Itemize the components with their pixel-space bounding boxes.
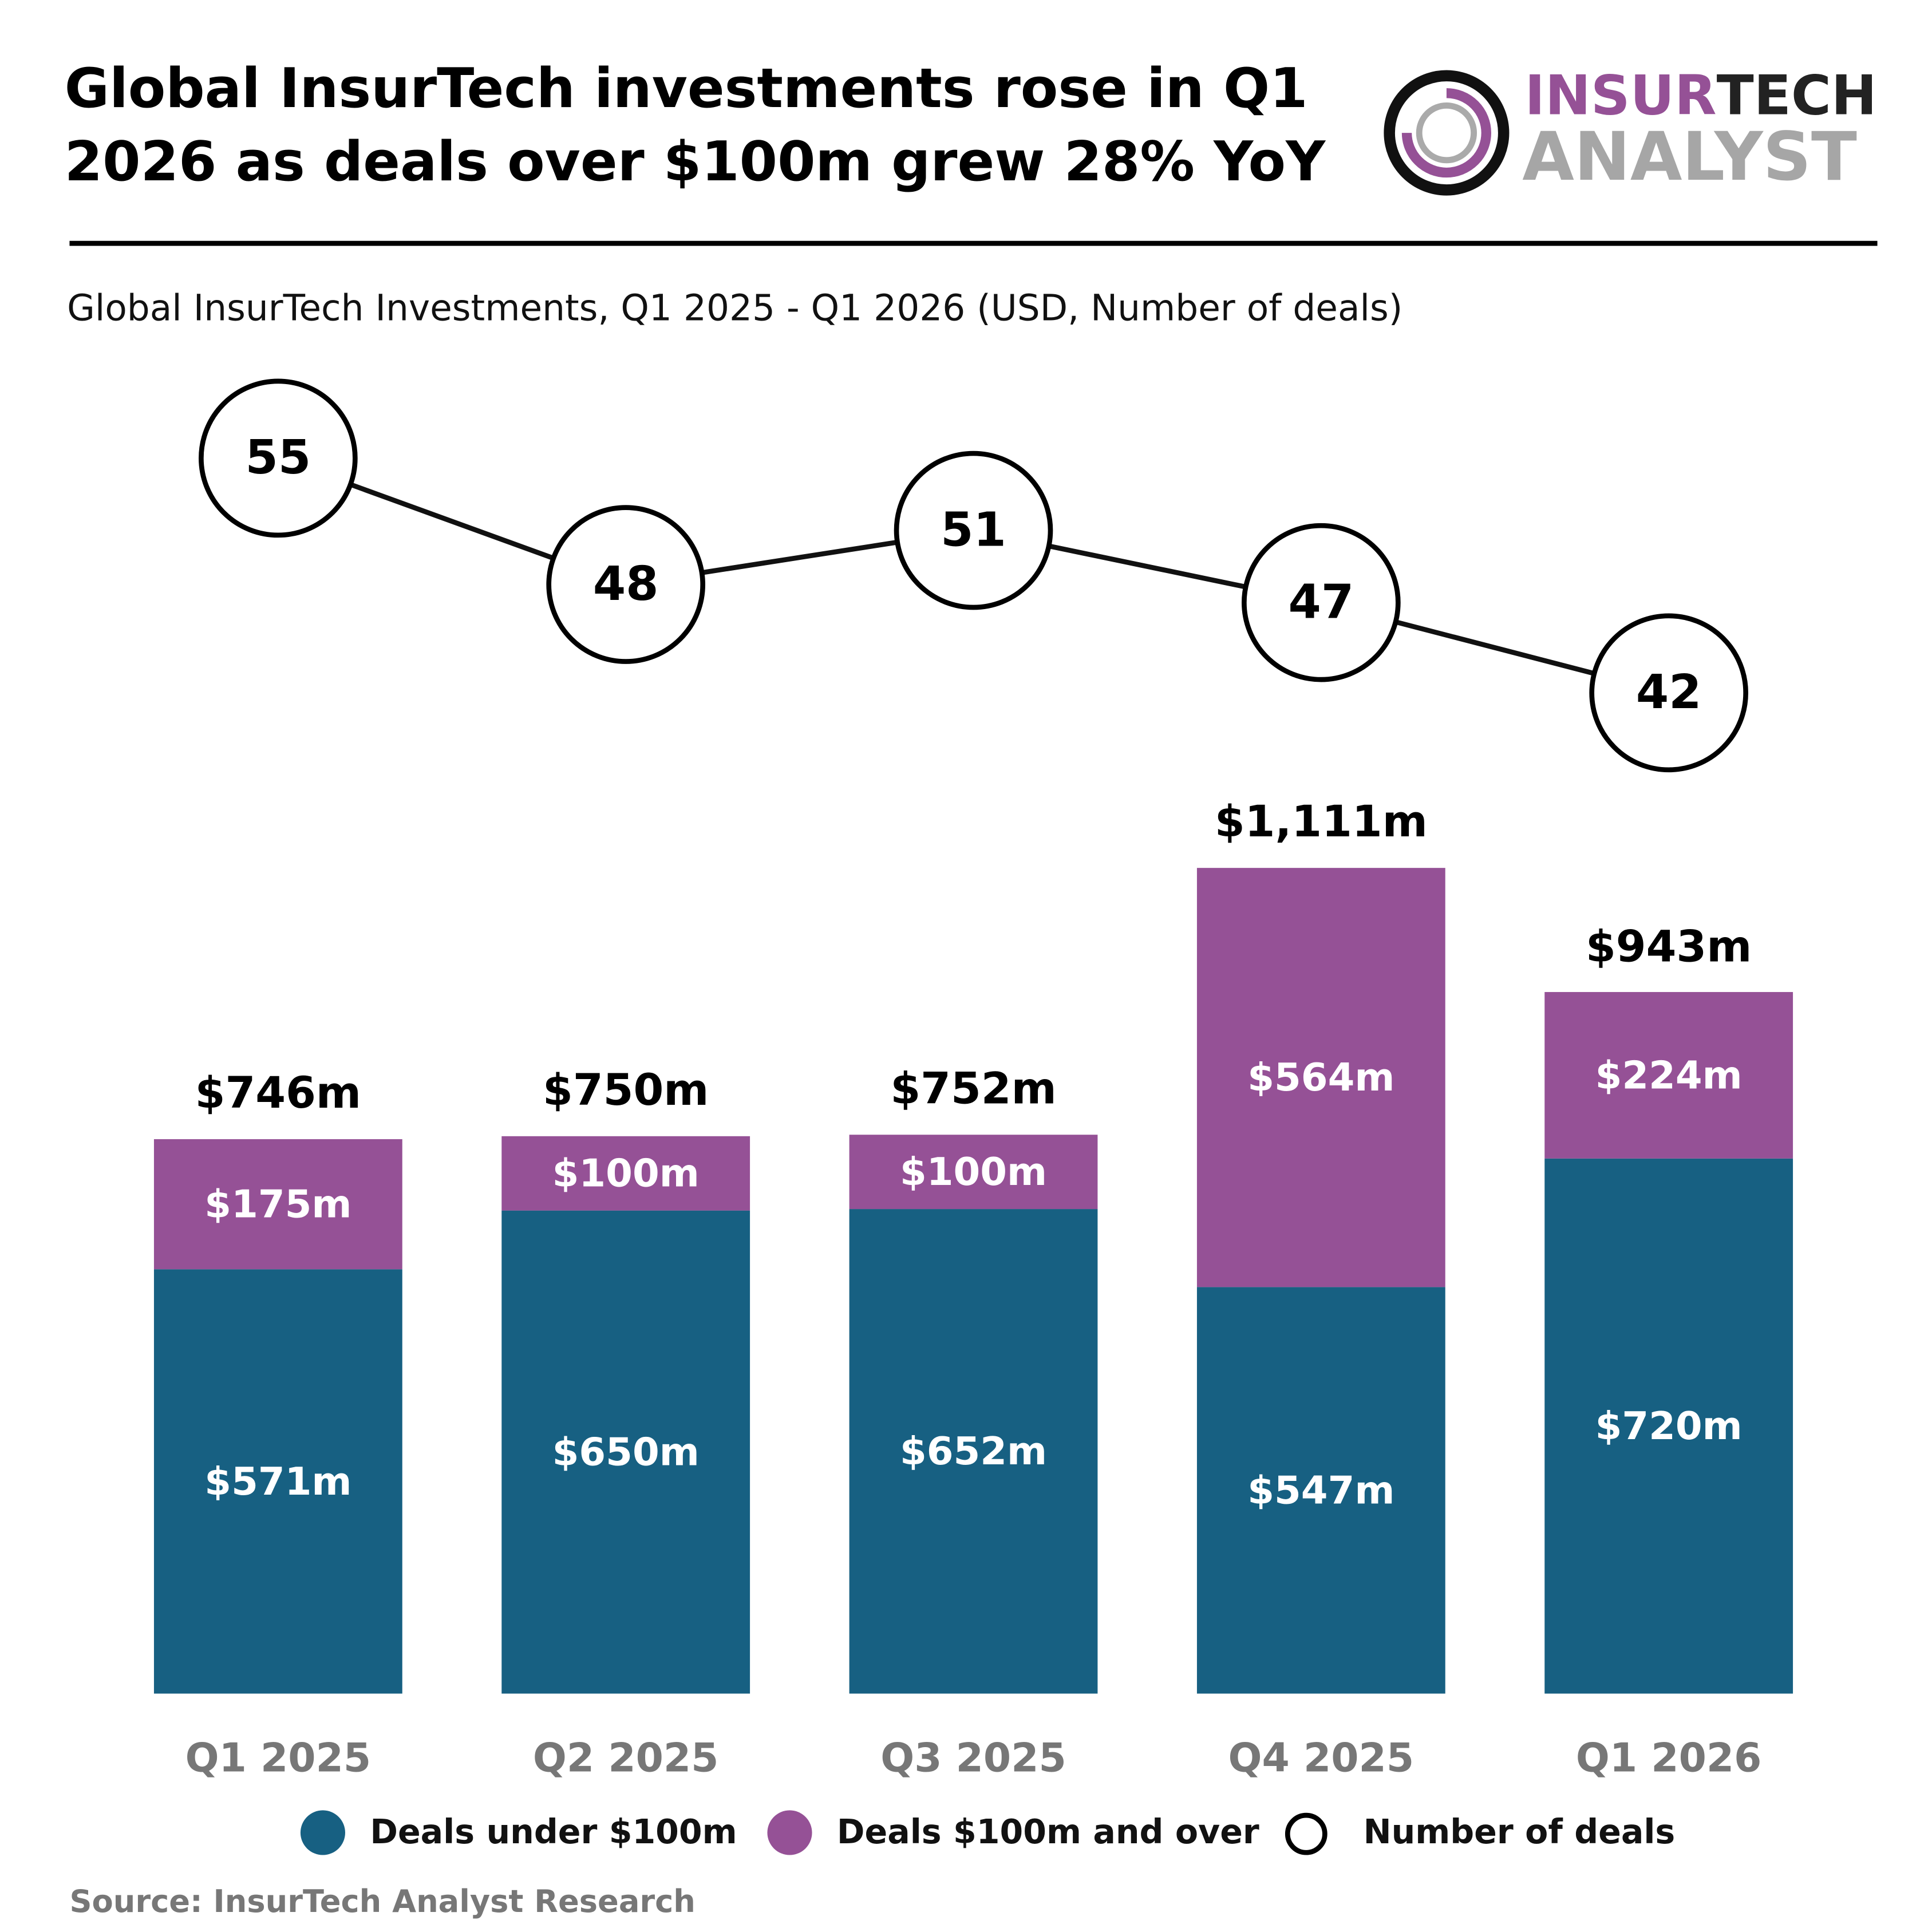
legend-label: Number of deals: [1364, 1812, 1676, 1851]
source: Source: InsurTech Analyst Research: [69, 1883, 695, 1919]
bar-segment: [1196, 868, 1445, 1287]
segment-label: $175m: [204, 1182, 351, 1227]
logo-ring: [1384, 70, 1510, 196]
bar-segment: [849, 1135, 1098, 1210]
total-label: $752m: [890, 1063, 1056, 1113]
deals-label: 47: [1288, 574, 1354, 629]
logo-second: ANALYST: [1522, 117, 1857, 196]
segment-label: $100m: [900, 1149, 1047, 1194]
total-label: $750m: [543, 1065, 709, 1115]
logo: INSURTECH ANALYST: [1384, 64, 1877, 196]
bar-segment: [501, 1136, 750, 1211]
total-label: $943m: [1586, 921, 1752, 971]
chart-title: 2026 as deals over $100m grew 28% YoY: [65, 129, 1326, 193]
legend-swatch: [1285, 1812, 1327, 1855]
deals-marker: [199, 378, 358, 538]
deals-marker: [1589, 613, 1748, 773]
deals-marker: [546, 505, 706, 664]
bar-segment: [153, 1269, 402, 1694]
bar-segment: [1544, 991, 1793, 1159]
total-label: $746m: [195, 1068, 361, 1118]
x-tick-label: Q2 2025: [533, 1736, 719, 1781]
deals-label: 51: [941, 502, 1006, 557]
logo-text: INSURTECH: [1525, 64, 1877, 128]
bar-segment: [501, 1210, 750, 1694]
chart-title: Global InsurTech investments rose in Q1: [65, 56, 1308, 120]
segment-label: $100m: [552, 1151, 700, 1196]
segment-label: $571m: [204, 1459, 351, 1504]
segment-label: $652m: [900, 1429, 1047, 1473]
deals-label: 48: [593, 556, 659, 611]
x-tick-label: Q4 2025: [1228, 1736, 1415, 1781]
x-tick-label: Q3 2025: [880, 1736, 1066, 1781]
logo-accent: INSUR: [1525, 64, 1717, 128]
bar-segment: [849, 1209, 1098, 1694]
bar-segment: [1544, 1158, 1793, 1694]
segment-label: $547m: [1247, 1468, 1394, 1512]
bar-segment: [153, 1139, 402, 1270]
deals-label: 55: [246, 430, 311, 485]
legend-label: Deals $100m and over: [837, 1812, 1259, 1851]
bar-segment: [1196, 1287, 1445, 1694]
legend-swatch: [300, 1810, 345, 1855]
legend-label: Deals under $100m: [370, 1812, 737, 1851]
x-tick-label: Q1 2025: [185, 1736, 372, 1781]
deals-label: 42: [1636, 665, 1702, 720]
segment-label: $720m: [1595, 1404, 1743, 1448]
deals-marker: [1242, 523, 1401, 682]
logo-inner: [1416, 102, 1477, 164]
total-label: $1,111m: [1215, 796, 1428, 847]
deals-marker: [894, 451, 1053, 610]
legend-swatch: [767, 1810, 812, 1855]
segment-label: $650m: [552, 1429, 700, 1474]
subtitle: Global InsurTech Investments, Q1 2025 - …: [67, 287, 1402, 329]
x-tick-label: Q1 2026: [1576, 1736, 1762, 1781]
segment-label: $224m: [1595, 1053, 1743, 1097]
segment-label: $564m: [1247, 1055, 1394, 1100]
logo-rest: TECH: [1717, 64, 1877, 128]
logo-arc: [1401, 88, 1491, 178]
